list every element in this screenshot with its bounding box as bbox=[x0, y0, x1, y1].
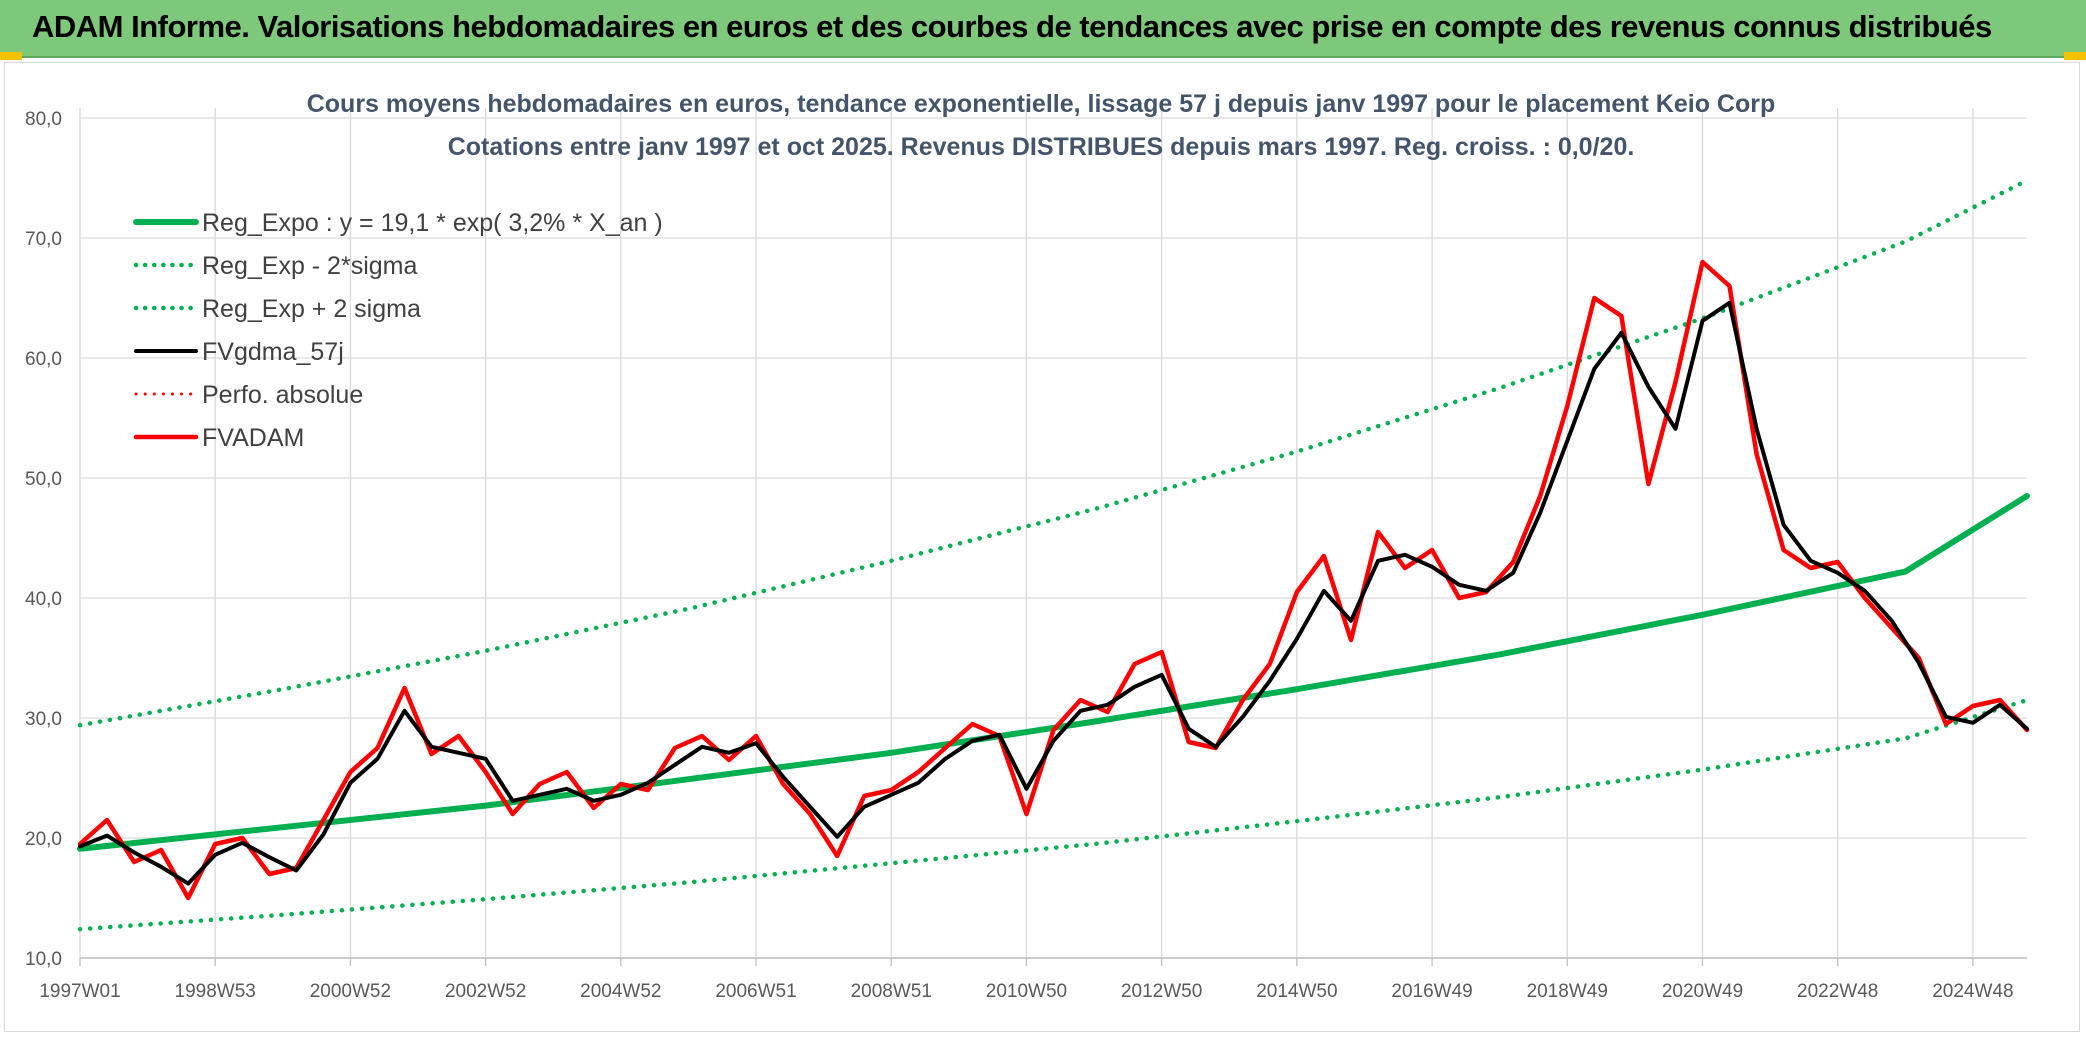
report-title: ADAM Informe. Valorisations hebdomadaire… bbox=[32, 9, 1992, 44]
chart-subtitle: Cotations entre janv 1997 et oct 2025. R… bbox=[448, 133, 1635, 161]
x-tick-label: 2000W52 bbox=[310, 981, 391, 1002]
x-tick-label: 2014W50 bbox=[1256, 981, 1337, 1002]
axis-layer: 10,0 20,0 30,0 40,0 50,0 60,0 70,0 80,0 1997W01 1… bbox=[25, 109, 2027, 1002]
y-tick-label: 70,0 bbox=[25, 229, 62, 250]
legend-label: Perfo. absolue bbox=[202, 381, 363, 409]
legend-label: Reg_Exp + 2 sigma bbox=[202, 295, 421, 323]
x-tick-label: 2002W52 bbox=[445, 981, 526, 1002]
x-tick-label: 2020W49 bbox=[1662, 981, 1743, 1002]
y-tick-label: 50,0 bbox=[25, 469, 62, 490]
y-tick-label: 40,0 bbox=[25, 589, 62, 610]
report-banner: ADAM Informe. Valorisations hebdomadaire… bbox=[0, 0, 2086, 58]
legend: Reg_Expo : y = 19,1 * exp( 3,2% * X_an )… bbox=[133, 209, 663, 452]
legend-label: Reg_Exp - 2*sigma bbox=[202, 252, 417, 280]
x-tick-label: 2008W51 bbox=[851, 981, 932, 1002]
corner-marker bbox=[0, 52, 22, 60]
x-tick-label: 2006W51 bbox=[715, 981, 796, 1002]
y-tick-label: 20,0 bbox=[25, 829, 62, 850]
chart-title: Cours moyens hebdomadaires en euros, ten… bbox=[307, 90, 1776, 118]
y-tick-label: 30,0 bbox=[25, 709, 62, 730]
series-layer bbox=[77, 178, 2030, 932]
x-tick-label: 2024W48 bbox=[1932, 981, 2013, 1002]
series-line-3 bbox=[78, 300, 2029, 886]
x-tick-label: 2012W50 bbox=[1121, 981, 1202, 1002]
x-tick-label: 1997W01 bbox=[39, 981, 120, 1002]
grid-layer bbox=[79, 108, 2027, 959]
legend-label: FVgdma_57j bbox=[202, 338, 344, 366]
x-tick-label: 2018W49 bbox=[1527, 981, 1608, 1002]
legend-label: FVADAM bbox=[202, 424, 304, 452]
x-tick-label: 2016W49 bbox=[1391, 981, 1472, 1002]
x-tick-label: 2004W52 bbox=[580, 981, 661, 1002]
series-line-5 bbox=[77, 259, 2030, 901]
series-line-2 bbox=[77, 178, 2030, 728]
y-tick-label: 10,0 bbox=[25, 949, 62, 970]
x-tick-label: 2022W48 bbox=[1797, 981, 1878, 1002]
corner-marker bbox=[2064, 52, 2086, 60]
legend-label: Reg_Expo : y = 19,1 * exp( 3,2% * X_an ) bbox=[202, 209, 663, 237]
series-line-1 bbox=[77, 697, 2030, 932]
y-tick-label: 80,0 bbox=[25, 109, 62, 130]
series-line-0 bbox=[77, 493, 2030, 852]
y-tick-label: 60,0 bbox=[25, 349, 62, 370]
x-tick-label: 2010W50 bbox=[986, 981, 1067, 1002]
x-tick-label: 1998W53 bbox=[175, 981, 256, 1002]
